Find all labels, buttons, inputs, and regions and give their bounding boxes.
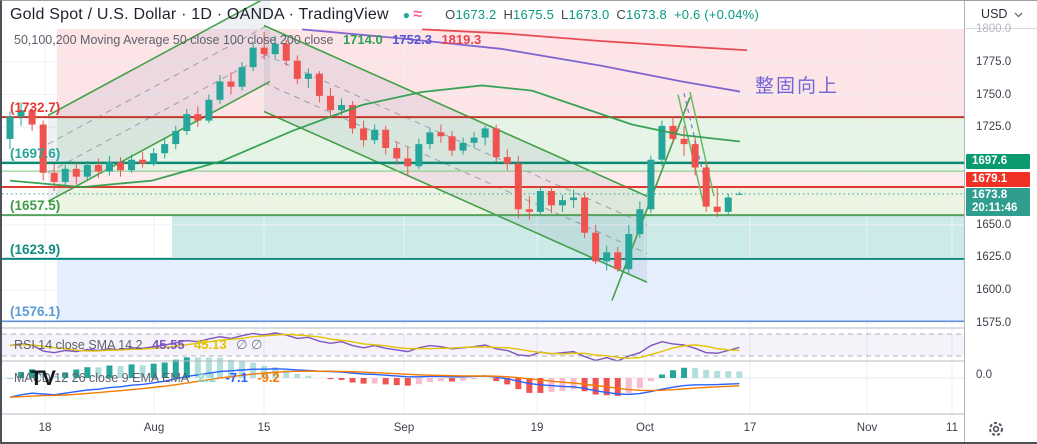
ma50-value: 1714.0	[342, 32, 383, 47]
macd-signal-value: -9.2	[257, 370, 280, 385]
price-badge-1697.6: 1697.6	[966, 154, 1030, 170]
macd-legend[interactable]: MACD 12 26 close 9 EMA EMA 2.1 -7.1 -9.2	[14, 370, 280, 385]
macd-line-value: -7.1	[225, 370, 248, 385]
time-axis-label: 19	[530, 422, 544, 434]
price-axis[interactable]	[964, 1, 1037, 442]
price-axis-tick: 1800.0	[976, 23, 1012, 36]
price-axis-tick: 1775.0	[976, 55, 1012, 68]
macd-hist-value: 2.1	[197, 370, 216, 385]
rsi-value: 45.55	[152, 337, 185, 352]
price-axis-tick: 1600.0	[976, 284, 1012, 297]
symbol-title: Gold Spot / U.S. Dollar · 1D · OANDA · T…	[10, 6, 389, 23]
rsi-empty-values: ∅ ∅	[236, 337, 263, 352]
open-label: O	[445, 7, 456, 22]
data-mode-icon: ≈	[413, 6, 423, 23]
price-axis-tick: 1575.0	[976, 316, 1012, 329]
high-label: H	[503, 7, 514, 22]
time-axis-label: 18	[38, 422, 52, 434]
price-badge-1679.1: 1679.1	[966, 171, 1030, 187]
level-label: (1732.7)	[10, 100, 61, 116]
price-axis-tick: 1650.0	[976, 218, 1012, 231]
price-axis-currency[interactable]: USD	[972, 7, 1032, 21]
price-badge-1673.8: 1673.8 20:11:46	[966, 187, 1030, 216]
currency-label: USD	[981, 7, 1008, 21]
rsi-sma-value: 45.13	[194, 337, 227, 352]
time-axis-label: 17	[743, 422, 757, 434]
level-label: (1697.6)	[10, 145, 61, 161]
low-label: L	[561, 7, 569, 22]
ma-legend-label: 50,100,200 Moving Average 50 close 100 c…	[14, 33, 334, 47]
change-value: +0.6 (+0.04%)	[673, 7, 759, 22]
ma200-value: 1819.3	[441, 32, 482, 47]
level-label: (1657.5)	[10, 198, 61, 214]
level-label: (1623.9)	[10, 241, 61, 257]
price-axis-tick: 1625.0	[976, 251, 1012, 264]
rsi-legend[interactable]: RSI 14 close SMA 14 2 45.55 45.13 ∅ ∅	[14, 337, 262, 353]
macd-zero-tick: 0.0	[976, 369, 992, 381]
time-axis-label: Oct	[636, 422, 654, 434]
time-axis-label: 11	[946, 422, 958, 434]
time-axis-label: 15	[257, 422, 271, 434]
settings-gear-icon[interactable]	[986, 419, 1006, 442]
symbol-legend[interactable]: Gold Spot / U.S. Dollar · 1D · OANDA · T…	[10, 6, 759, 24]
tradingview-watermark[interactable]: TV	[30, 367, 56, 390]
macd-legend-label: MACD 12 26 close 9 EMA EMA	[14, 371, 189, 385]
time-axis-label: Nov	[856, 422, 878, 434]
open-value: 1673.2	[455, 7, 497, 22]
rsi-legend-label: RSI 14 close SMA 14 2	[14, 338, 143, 352]
high-value: 1675.5	[513, 7, 555, 22]
time-axis-label: Sep	[393, 422, 415, 434]
ma-legend[interactable]: 50,100,200 Moving Average 50 close 100 c…	[14, 32, 481, 47]
price-axis-tick: 1725.0	[976, 121, 1012, 134]
time-axis-label: Aug	[143, 422, 165, 434]
low-value: 1673.0	[568, 7, 610, 22]
price-axis-tick: 1750.0	[976, 88, 1012, 101]
axis-header-divider	[965, 28, 1037, 29]
chevron-down-icon	[1014, 12, 1023, 18]
ma100-value: 1752.3	[392, 32, 432, 47]
close-label: C	[616, 7, 627, 22]
close-value: 1673.8	[626, 7, 667, 22]
market-status-icon: ●	[402, 8, 411, 22]
level-label: (1576.1)	[10, 304, 61, 320]
chart-annotation-text[interactable]: 整固向上	[755, 76, 840, 97]
